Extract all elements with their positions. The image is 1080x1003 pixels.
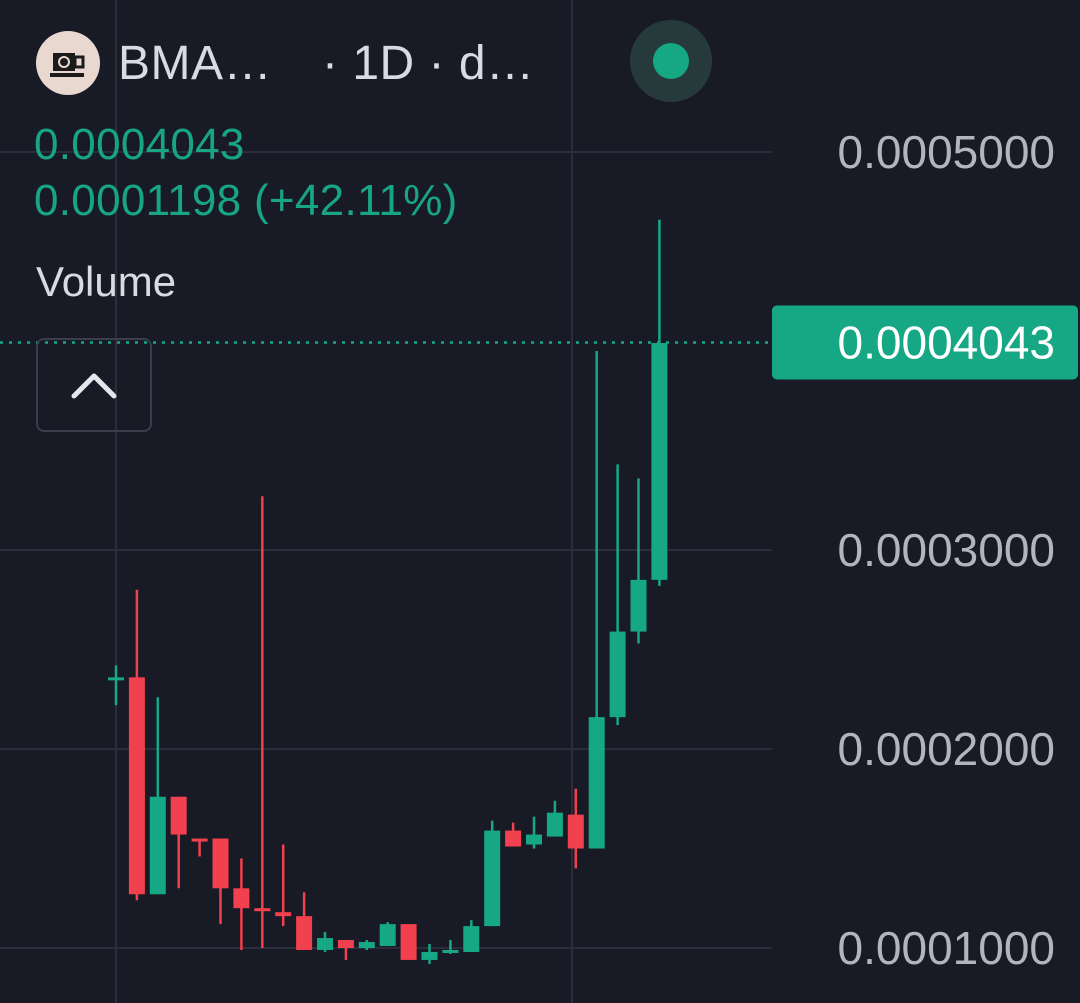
candles <box>108 219 668 964</box>
candle-body <box>463 926 480 952</box>
interval-exchange-label[interactable]: · 1D · d… <box>322 36 535 90</box>
volume-label[interactable]: Volume <box>36 258 177 305</box>
live-dot-icon <box>630 20 712 102</box>
price-axis: 0.0001000 0.0002000 0.0003000 0.0005000 <box>838 126 1055 974</box>
candle-body <box>149 796 166 895</box>
last-price-tag <box>772 305 1078 380</box>
candle-body <box>630 579 647 632</box>
last-price-marker: 0.0004043 <box>0 305 1078 380</box>
candle-body <box>296 916 313 950</box>
price-axis-tick-label: 0.0005000 <box>838 126 1055 178</box>
candle-body <box>170 796 187 835</box>
candle-body <box>505 830 522 847</box>
price-axis-tick-label: 0.0003000 <box>838 524 1055 576</box>
coffee-cup-avatar-icon[interactable] <box>36 31 100 95</box>
collapse-legend-button[interactable] <box>36 338 152 432</box>
chevron-up-icon <box>71 373 117 399</box>
candle-body <box>275 912 292 917</box>
candle-body <box>546 812 563 837</box>
candle-body <box>337 940 354 948</box>
chart-grid <box>0 0 772 1003</box>
candle-body <box>609 631 626 718</box>
close-price: 0.0004043 <box>34 120 245 169</box>
last-price-tag-label: 0.0004043 <box>838 316 1055 368</box>
symbol-label[interactable]: BMA… <box>118 36 273 90</box>
candle-body <box>484 830 501 927</box>
candle-body <box>254 908 271 912</box>
candle-body <box>212 838 229 889</box>
candle-body <box>421 951 438 960</box>
price-axis-tick-label: 0.0001000 <box>838 922 1055 974</box>
price-axis-tick-label: 0.0002000 <box>838 723 1055 775</box>
candle-body <box>191 838 208 842</box>
candle-body <box>442 949 459 953</box>
candle-body <box>379 924 396 947</box>
candle-body <box>317 938 333 950</box>
candle-body <box>526 834 542 845</box>
candle-body <box>400 924 417 960</box>
candle-body <box>358 942 375 948</box>
chart-header: BMA… · 1D · d… <box>36 28 535 98</box>
candle-body <box>233 888 250 909</box>
candle-body <box>108 677 124 681</box>
price-change: 0.0001198 (+42.11%) <box>34 176 458 225</box>
candle-body <box>567 814 584 849</box>
candle-body <box>588 717 605 849</box>
candle-body <box>651 343 668 580</box>
candle-body <box>128 677 145 895</box>
